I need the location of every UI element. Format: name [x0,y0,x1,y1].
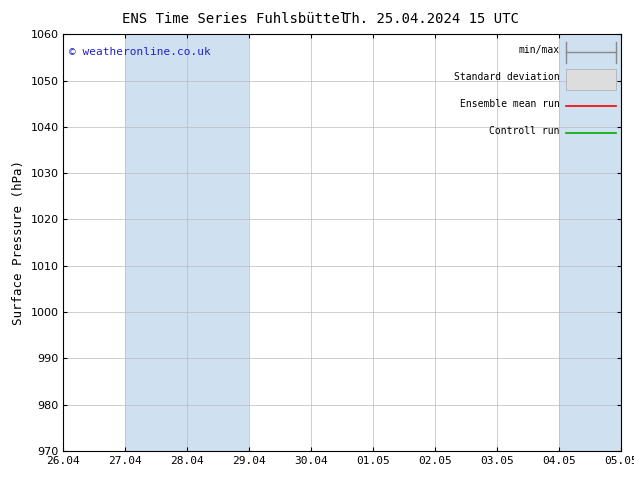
Text: ENS Time Series Fuhlsbüttel: ENS Time Series Fuhlsbüttel [122,12,347,26]
Bar [559,34,634,451]
Text: © weatheronline.co.uk: © weatheronline.co.uk [69,47,210,57]
Y-axis label: Surface Pressure (hPa): Surface Pressure (hPa) [12,160,25,325]
Text: min/max: min/max [519,45,560,55]
Bar [126,34,249,451]
Text: Controll run: Controll run [489,126,560,136]
Bar [566,69,616,90]
Text: Standard deviation: Standard deviation [454,72,560,82]
Text: Ensemble mean run: Ensemble mean run [460,99,560,109]
Text: Th. 25.04.2024 15 UTC: Th. 25.04.2024 15 UTC [343,12,519,26]
